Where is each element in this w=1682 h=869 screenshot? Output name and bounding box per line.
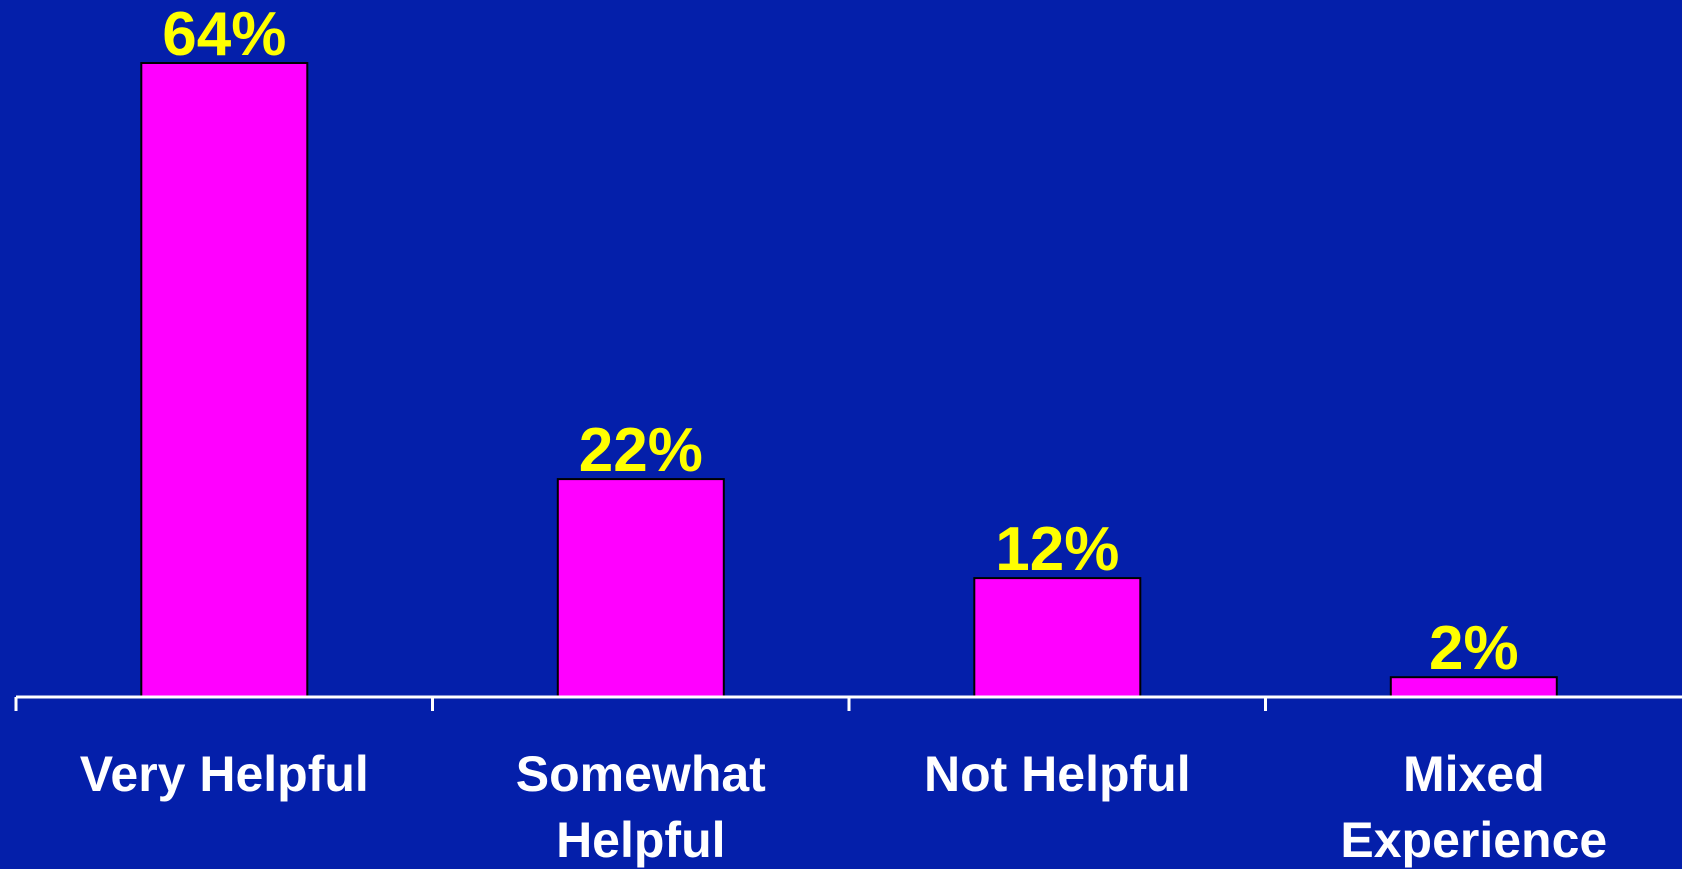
category-label-not-helpful: Not Helpful (924, 746, 1191, 802)
bar-not-helpful (973, 577, 1142, 698)
value-label-mixed-experience: 2% (1429, 614, 1519, 683)
category-label-mixed-experience: Mixed Experience (1340, 746, 1607, 868)
bar-very-helpful (140, 62, 309, 698)
category-label-very-helpful: Very Helpful (80, 746, 369, 802)
bars-layer (140, 62, 1558, 699)
value-label-very-helpful: 64% (162, 0, 286, 69)
category-labels-layer: Very Helpful Somewhat Helpful Not Helpful Mi… (80, 746, 1607, 868)
value-labels-layer: 64% 22% 12% 2% (162, 0, 1518, 683)
value-label-somewhat-helpful: 22% (579, 416, 703, 485)
value-label-not-helpful: 12% (995, 515, 1119, 584)
category-label-somewhat-helpful: Somewhat Helpful (516, 746, 766, 868)
bar-somewhat-helpful (556, 478, 725, 698)
x-axis (14, 695, 1682, 711)
